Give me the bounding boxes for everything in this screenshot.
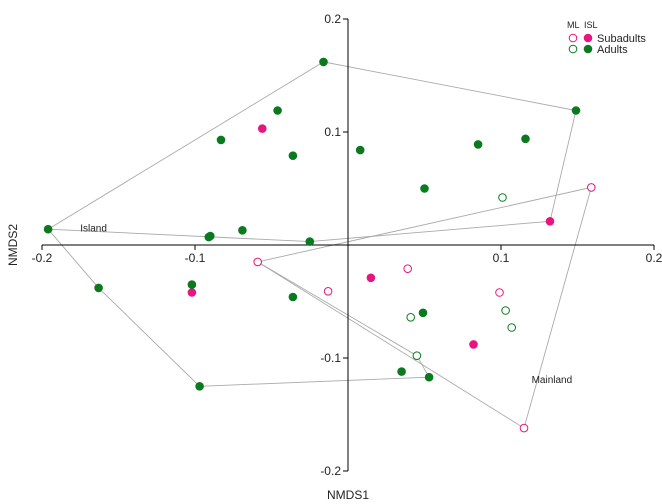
subadults-ml-point — [495, 288, 504, 297]
y-tick-label: 0.1 — [324, 125, 341, 139]
subadults-isl-point — [469, 340, 478, 349]
legend-marker-ml-subadults — [568, 33, 578, 43]
adults-isl-point — [424, 372, 434, 382]
region-label-mainland: Mainland — [532, 375, 573, 386]
adults-isl-point — [397, 367, 406, 376]
adults-isl-point — [319, 57, 328, 67]
legend-marker-isl-adults — [583, 44, 593, 54]
adults-isl-point — [473, 140, 483, 149]
legend-header-ml: ML — [567, 20, 580, 30]
region-labels: Island Mainland — [80, 223, 572, 385]
adults-isl-point — [418, 308, 428, 318]
adults-ml-point — [412, 351, 422, 361]
legend-label-subadults: Subadults — [597, 33, 646, 45]
adults-isl-point — [273, 106, 282, 115]
subadults-ml-point — [253, 257, 263, 267]
adults-isl-point — [187, 280, 197, 289]
adults-isl-point — [420, 184, 429, 193]
adults-isl-point — [195, 382, 204, 391]
hull-outline-island-0 — [47, 61, 577, 243]
x-tick-label: -0.1 — [185, 251, 206, 265]
subadults-isl-point — [366, 273, 376, 283]
subadults-ml-point — [323, 287, 333, 296]
legend-label-adults: Adults — [597, 44, 628, 56]
y-tick-label: -0.2 — [320, 464, 341, 478]
adults-isl-point — [238, 226, 247, 235]
adults-isl-point — [521, 134, 530, 144]
legend-marker-isl-subadults — [583, 33, 593, 43]
legend-header-isl: ISL — [584, 20, 598, 30]
hull-outline-mainland-2 — [257, 186, 592, 429]
x-tick-label: -0.2 — [32, 251, 53, 265]
hull-layer — [47, 61, 592, 429]
x-axis-title: NMDS1 — [327, 488, 369, 502]
x-tick-label: 0.2 — [646, 251, 662, 265]
adults-ml-point — [507, 323, 517, 332]
hull-outline-island-1 — [47, 228, 430, 387]
y-tick-label: -0.1 — [320, 351, 341, 365]
adults-isl-point — [288, 292, 298, 302]
adults-ml-point — [498, 193, 507, 202]
y-tick-label: 0.2 — [324, 12, 341, 26]
adults-isl-point — [288, 151, 298, 160]
adults-isl-point — [571, 106, 581, 115]
subadults-ml-point — [519, 423, 529, 433]
adults-isl-point — [94, 283, 103, 293]
subadults-ml-point — [587, 183, 596, 192]
y-axis-title: NMDS2 — [6, 224, 20, 266]
x-tick-label: 0.1 — [493, 251, 510, 265]
data-points — [43, 57, 596, 433]
adults-isl-point — [43, 224, 53, 234]
adults-isl-point — [305, 237, 315, 246]
subadults-isl-point — [545, 217, 555, 226]
legend-marker-ml-adults — [568, 44, 578, 54]
axes: -0.2 -0.1 0.1 0.2 -0.2 -0.1 0.1 0.2 NMDS1 NMDS2 — [6, 12, 662, 502]
adults-isl-point — [355, 145, 365, 155]
subadults-ml-point — [403, 264, 413, 274]
subadults-isl-point — [258, 124, 267, 133]
adults-isl-point — [216, 135, 226, 145]
adults-ml-point — [501, 306, 510, 315]
region-label-island: Island — [80, 223, 107, 234]
adults-ml-point — [406, 313, 416, 322]
subadults-isl-point — [187, 288, 197, 297]
adults-isl-point — [204, 232, 214, 242]
